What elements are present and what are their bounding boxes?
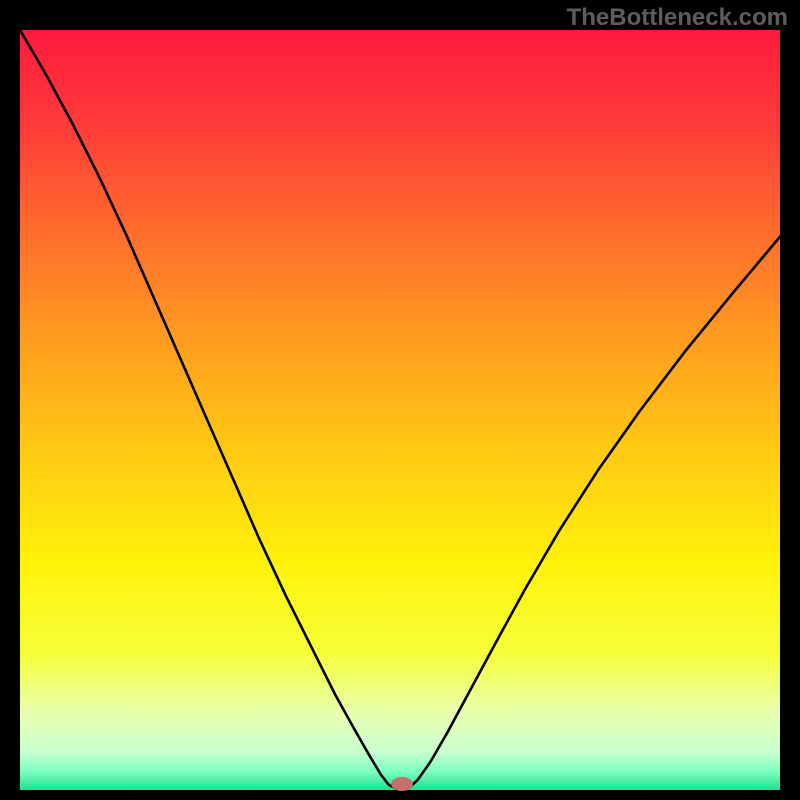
curve-svg bbox=[20, 30, 780, 790]
watermark-text: TheBottleneck.com bbox=[567, 4, 788, 32]
bottleneck-curve bbox=[20, 30, 780, 790]
optimum-marker bbox=[391, 777, 413, 791]
plot-area bbox=[20, 30, 780, 790]
chart-frame: TheBottleneck.com bbox=[0, 0, 800, 800]
